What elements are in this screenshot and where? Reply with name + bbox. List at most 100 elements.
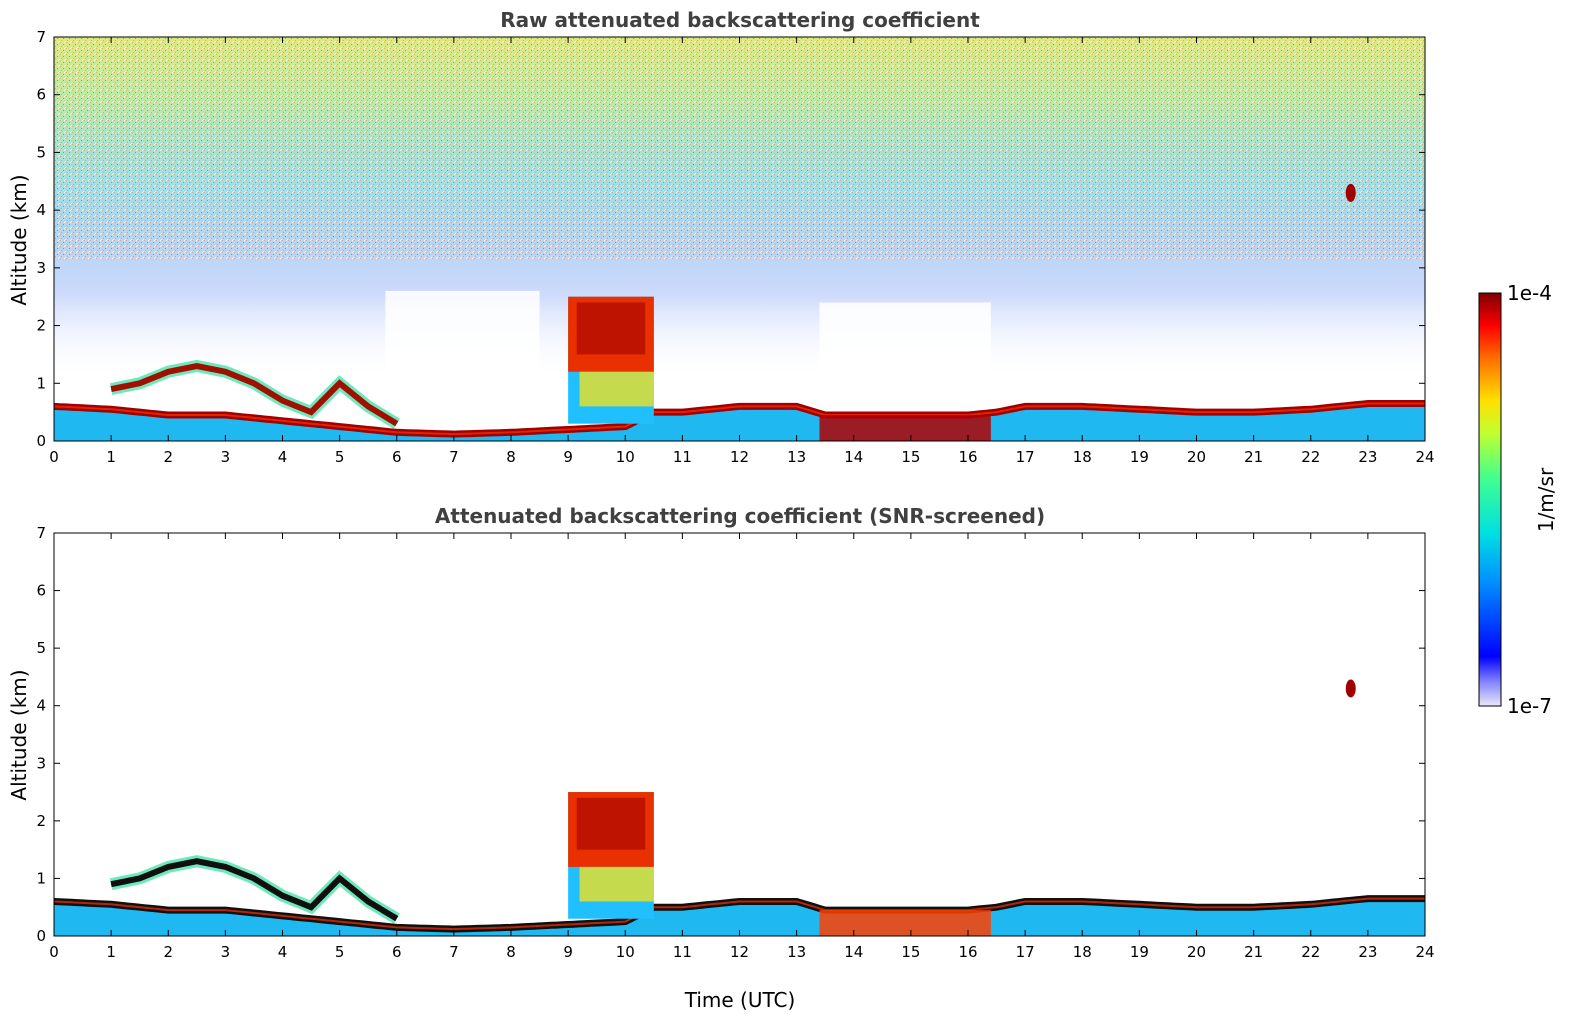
clear-region xyxy=(819,302,991,413)
x-tick-label: 24 xyxy=(1415,943,1434,961)
x-tick-label: 17 xyxy=(1016,943,1035,961)
surface-layer xyxy=(819,910,991,936)
clear-region xyxy=(385,290,540,424)
elevated-layer xyxy=(110,858,399,922)
x-tick-label: 11 xyxy=(673,448,692,466)
x-tick-label: 0 xyxy=(49,448,59,466)
y-tick-label: 7 xyxy=(36,28,46,46)
y-axis-raw: 0 1 2 3 4 5 6 7 xyxy=(36,28,1425,450)
x-axis-screened: 0 1 2 3 4 5 6 7 8 9 10 11 12 13 14 15 16 17 18 19 20 21 22 23 24 xyxy=(49,533,1435,961)
x-tick-label: 15 xyxy=(901,448,920,466)
x-tick-label: 5 xyxy=(335,943,345,961)
y-axis-label-screened: Altitude (km) xyxy=(7,669,31,800)
x-tick-label: 9 xyxy=(563,943,573,961)
x-tick-label: 12 xyxy=(730,448,749,466)
colorbar-unit-label: 1/m/sr xyxy=(1534,467,1558,532)
x-tick-label: 5 xyxy=(335,448,345,466)
x-axis-raw: 0 1 2 3 4 5 6 7 8 9 10 11 12 13 14 15 16 17 18 19 20 21 22 23 24 xyxy=(49,37,1435,466)
panel-raw: Raw attenuated backscattering coefficien… xyxy=(7,8,1435,466)
x-tick-label: 11 xyxy=(673,943,692,961)
x-tick-label: 10 xyxy=(616,943,635,961)
x-tick-label: 23 xyxy=(1358,943,1377,961)
x-tick-label: 2 xyxy=(163,943,173,961)
noise-speckle xyxy=(54,37,1425,260)
x-tick-label: 8 xyxy=(506,448,516,466)
x-tick-label: 19 xyxy=(1130,943,1149,961)
small-cloud xyxy=(1345,679,1356,698)
x-tick-label: 2 xyxy=(163,448,173,466)
x-tick-label: 24 xyxy=(1415,448,1434,466)
y-tick-label: 4 xyxy=(36,201,46,219)
x-tick-label: 1 xyxy=(106,448,116,466)
x-axis-label: Time (UTC) xyxy=(684,988,796,1012)
boundary-layer xyxy=(54,403,1425,441)
x-tick-label: 4 xyxy=(278,943,288,961)
y-tick-label: 3 xyxy=(36,259,46,277)
y-tick-label: 5 xyxy=(36,143,46,161)
x-tick-label: 7 xyxy=(449,943,459,961)
small-cloud xyxy=(1345,183,1356,202)
x-tick-label: 15 xyxy=(901,943,920,961)
y-axis-screened: 0 1 2 3 4 5 6 7 xyxy=(36,524,1425,945)
heatmap-raw xyxy=(54,37,1425,441)
x-tick-label: 20 xyxy=(1187,448,1206,466)
y-tick-label: 6 xyxy=(36,582,46,600)
x-tick-label: 10 xyxy=(616,448,635,466)
y-tick-label: 4 xyxy=(36,697,46,715)
x-tick-label: 1 xyxy=(106,943,116,961)
x-tick-label: 22 xyxy=(1301,448,1320,466)
boundary-layer-top-core xyxy=(54,402,1425,436)
x-tick-label: 6 xyxy=(392,943,402,961)
convective-cloud-mid xyxy=(579,371,654,407)
x-tick-label: 23 xyxy=(1358,448,1377,466)
panel-screened: Attenuated backscattering coefficient (S… xyxy=(7,504,1435,1012)
x-tick-label: 13 xyxy=(787,943,806,961)
x-tick-label: 12 xyxy=(730,943,749,961)
y-tick-label: 6 xyxy=(36,86,46,104)
x-tick-label: 18 xyxy=(1073,943,1092,961)
y-tick-label: 0 xyxy=(36,432,46,450)
x-tick-label: 7 xyxy=(449,448,459,466)
x-tick-label: 13 xyxy=(787,448,806,466)
x-tick-label: 3 xyxy=(221,943,231,961)
boundary-layer-top-core xyxy=(54,897,1425,931)
x-tick-label: 6 xyxy=(392,448,402,466)
colorbar-scale xyxy=(1478,292,1502,707)
convective-cloud-mid xyxy=(579,866,654,902)
y-axis-label-raw: Altitude (km) xyxy=(7,174,31,305)
x-tick-label: 14 xyxy=(844,943,863,961)
x-tick-label: 17 xyxy=(1016,448,1035,466)
colorbar-max-label: 1e-4 xyxy=(1507,281,1552,305)
y-tick-label: 7 xyxy=(36,524,46,542)
surface-layer xyxy=(819,415,991,441)
convective-cloud-top xyxy=(576,302,646,355)
x-tick-label: 3 xyxy=(221,448,231,466)
y-tick-label: 2 xyxy=(36,812,46,830)
colorbar-min-label: 1e-7 xyxy=(1507,694,1552,718)
heatmap-screened xyxy=(54,679,1425,936)
x-tick-label: 18 xyxy=(1073,448,1092,466)
colorbar: 1e-4 1e-7 1/m/sr xyxy=(1478,281,1558,718)
y-tick-label: 1 xyxy=(36,869,46,887)
y-tick-label: 5 xyxy=(36,639,46,657)
y-tick-label: 0 xyxy=(36,927,46,945)
x-tick-label: 21 xyxy=(1244,943,1263,961)
x-tick-label: 20 xyxy=(1187,943,1206,961)
panel-title-raw: Raw attenuated backscattering coefficien… xyxy=(500,8,980,32)
x-tick-label: 16 xyxy=(958,448,977,466)
panel-title-screened: Attenuated backscattering coefficient (S… xyxy=(435,504,1045,528)
convective-cloud-top xyxy=(576,797,646,850)
boundary-layer xyxy=(54,898,1425,936)
elevated-layer xyxy=(110,362,399,427)
x-tick-label: 21 xyxy=(1244,448,1263,466)
x-tick-label: 8 xyxy=(506,943,516,961)
x-tick-label: 9 xyxy=(563,448,573,466)
y-tick-label: 3 xyxy=(36,754,46,772)
y-tick-label: 2 xyxy=(36,317,46,335)
x-tick-label: 14 xyxy=(844,448,863,466)
x-tick-label: 16 xyxy=(958,943,977,961)
x-tick-label: 0 xyxy=(49,943,59,961)
y-tick-label: 1 xyxy=(36,374,46,392)
x-tick-label: 22 xyxy=(1301,943,1320,961)
